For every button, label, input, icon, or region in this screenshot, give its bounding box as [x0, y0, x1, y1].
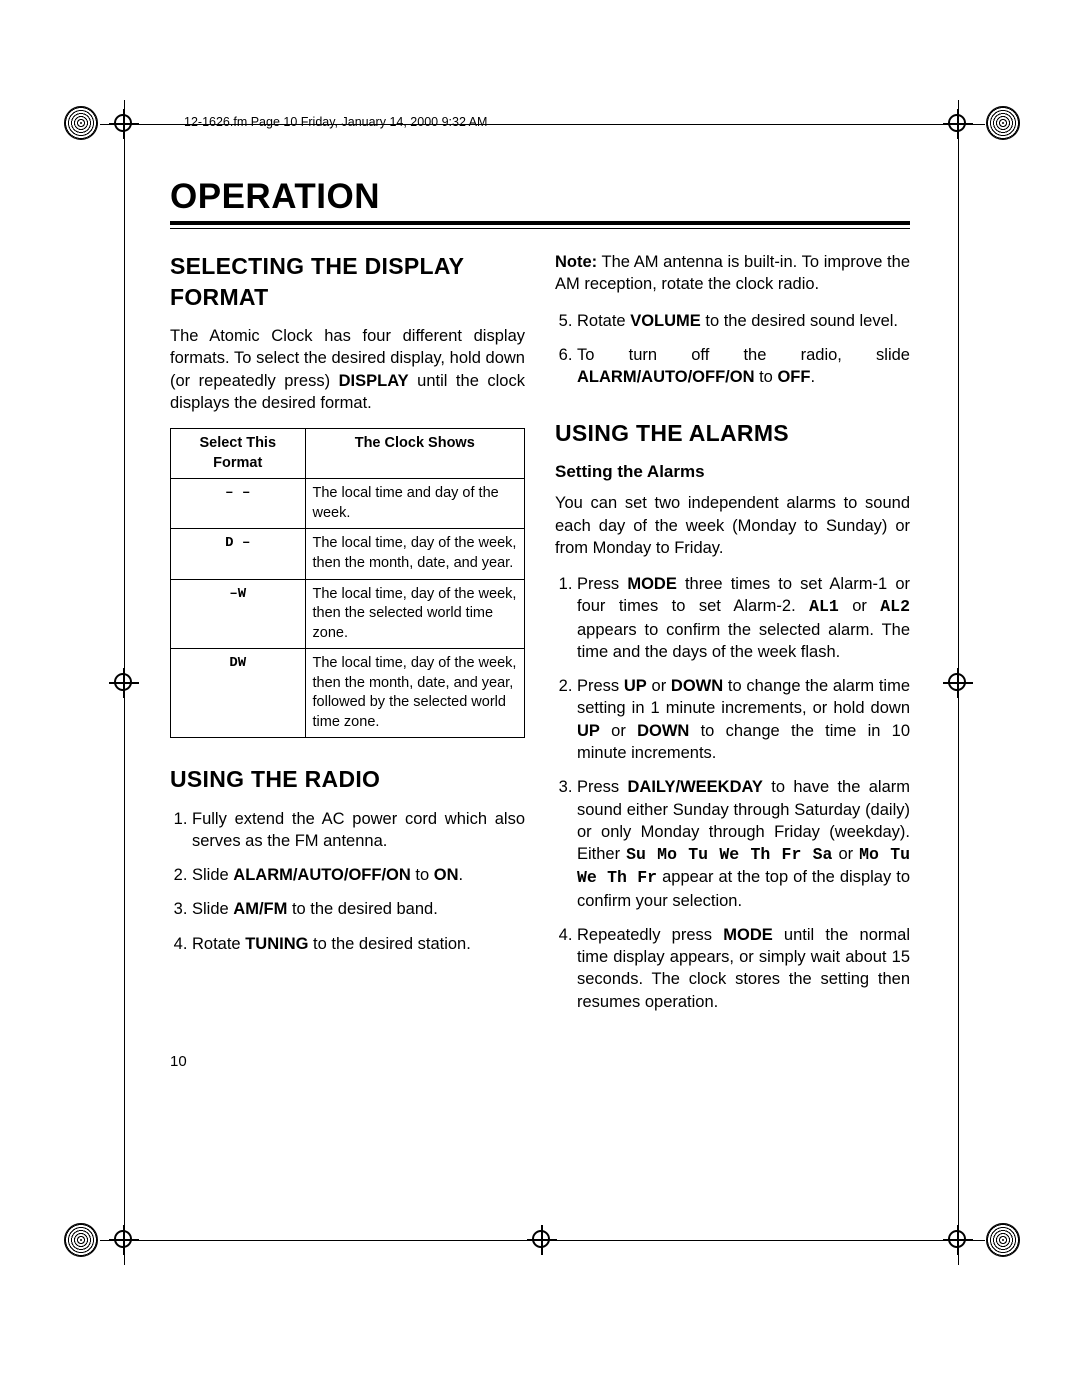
list-item: Slide AM/FM to the desired band.: [192, 898, 525, 920]
list-item: Press MODE three times to set Alarm-1 or…: [577, 573, 910, 663]
regmark-bot-right: [943, 1225, 973, 1255]
desc-cell: The local time, day of the week, then th…: [305, 649, 524, 738]
list-item: Press UP or DOWN to change the alarm tim…: [577, 675, 910, 764]
desc-cell: The local time, day of the week, then th…: [305, 529, 524, 579]
table-row: –W The local time, day of the week, then…: [171, 579, 525, 649]
page-content: 12-1626.fm Page 10 Friday, January 14, 2…: [170, 115, 910, 1070]
corner-ball-bl: [64, 1223, 98, 1257]
page-number: 10: [170, 1053, 910, 1070]
title-rule: [170, 221, 910, 229]
alarm-steps-list: Press MODE three times to set Alarm-1 or…: [555, 573, 910, 1013]
format-cell: DW: [171, 649, 306, 738]
note-am-antenna: Note: The AM antenna is built-in. To imp…: [555, 251, 910, 296]
table-header-format: Select This Format: [171, 429, 306, 479]
desc-cell: The local time, day of the week, then th…: [305, 579, 524, 649]
running-head: 12-1626.fm Page 10 Friday, January 14, 2…: [184, 115, 910, 129]
table-row: D – The local time, day of the week, the…: [171, 529, 525, 579]
left-column: SELECTING THE DISPLAY FORMAT The Atomic …: [170, 251, 525, 1025]
regmark-bot-mid: [527, 1225, 557, 1255]
table-header-row: Select This Format The Clock Shows: [171, 429, 525, 479]
page-title: OPERATION: [170, 177, 910, 217]
list-item: Rotate VOLUME to the desired sound level…: [577, 310, 910, 332]
list-item: Press DAILY/WEEKDAY to have the alarm so…: [577, 776, 910, 912]
display-format-table: Select This Format The Clock Shows – – T…: [170, 428, 525, 738]
regmark-mid-left: [109, 668, 139, 698]
heading-display-format: SELECTING THE DISPLAY FORMAT: [170, 251, 525, 313]
heading-setting-alarms: Setting the Alarms: [555, 461, 910, 484]
corner-ball-br: [986, 1223, 1020, 1257]
list-item: Slide ALARM/AUTO/OFF/ON to ON.: [192, 864, 525, 886]
regmark-bot-left: [109, 1225, 139, 1255]
regmark-mid-right: [943, 668, 973, 698]
radio-steps-list: Fully extend the AC power cord which als…: [170, 808, 525, 955]
corner-ball-tr: [986, 106, 1020, 140]
para-display-format: The Atomic Clock has four different disp…: [170, 325, 525, 414]
para-set-alarms: You can set two independent alarms to so…: [555, 492, 910, 559]
table-row: – – The local time and day of the week.: [171, 479, 525, 529]
heading-using-radio: USING THE RADIO: [170, 764, 525, 795]
format-cell: –W: [171, 579, 306, 649]
format-cell: – –: [171, 479, 306, 529]
list-item: To turn off the radio, slide ALARM/AUTO/…: [577, 344, 910, 389]
list-item: Fully extend the AC power cord which als…: [192, 808, 525, 853]
table-row: DW The local time, day of the week, then…: [171, 649, 525, 738]
regmark-top-right: [943, 109, 973, 139]
radio-steps-continued: Rotate VOLUME to the desired sound level…: [555, 310, 910, 389]
two-column-layout: SELECTING THE DISPLAY FORMAT The Atomic …: [170, 251, 910, 1025]
right-column: Note: The AM antenna is built-in. To imp…: [555, 251, 910, 1025]
heading-using-alarms: USING THE ALARMS: [555, 418, 910, 449]
table-header-shows: The Clock Shows: [305, 429, 524, 479]
list-item: Rotate TUNING to the desired station.: [192, 933, 525, 955]
list-item: Repeatedly press MODE until the normal t…: [577, 924, 910, 1013]
corner-ball-tl: [64, 106, 98, 140]
format-cell: D –: [171, 529, 306, 579]
regmark-top-left: [109, 109, 139, 139]
desc-cell: The local time and day of the week.: [305, 479, 524, 529]
